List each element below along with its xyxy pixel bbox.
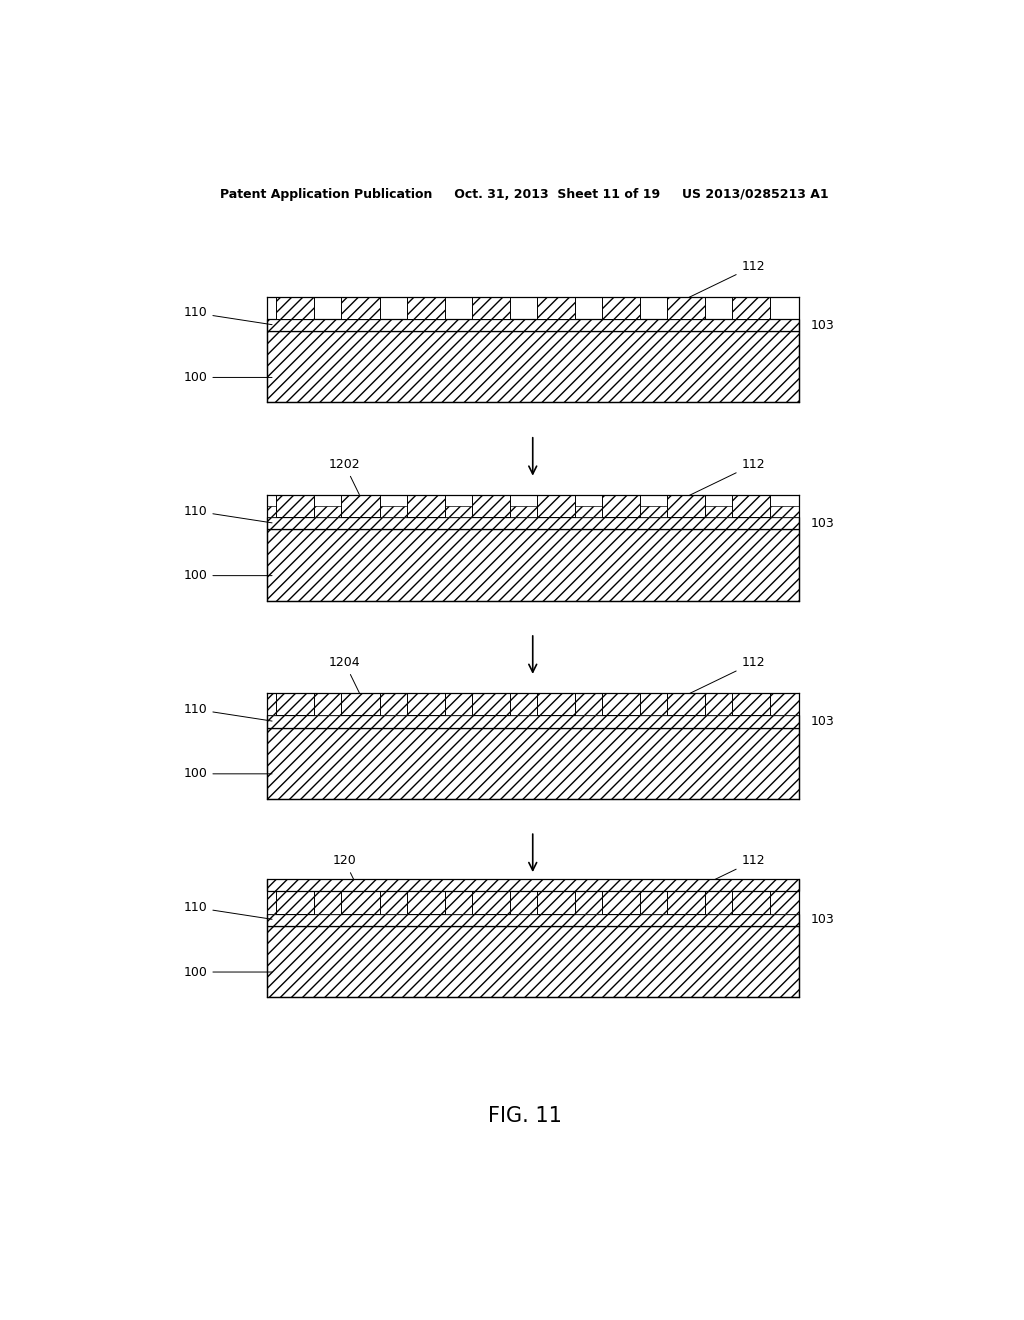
Bar [276,297,314,319]
Bar [602,495,640,517]
Bar [267,529,799,601]
Bar [267,913,799,925]
Text: 100: 100 [183,371,272,384]
Bar [602,891,640,913]
Text: 110: 110 [183,702,272,721]
Bar [444,693,472,715]
Text: 110: 110 [183,504,272,523]
Bar [267,891,276,913]
Text: 100: 100 [183,767,272,780]
Bar [574,891,602,913]
Text: 1202: 1202 [329,458,360,495]
Text: 100: 100 [183,569,272,582]
Bar [472,693,510,715]
Text: 112: 112 [688,260,765,297]
Text: 110: 110 [183,902,272,919]
Bar [732,297,770,319]
Bar [472,891,510,913]
Bar [510,506,537,517]
Bar [640,693,667,715]
Text: 1204: 1204 [329,656,360,693]
Bar [770,693,799,715]
Bar [407,495,444,517]
Bar [407,297,444,319]
Text: 103: 103 [811,318,835,331]
Text: 103: 103 [811,913,835,927]
Bar [705,693,732,715]
Bar [510,693,537,715]
Bar [276,693,314,715]
Bar [510,891,537,913]
Bar [314,506,341,517]
Bar [380,891,407,913]
Bar [341,495,380,517]
Bar [276,891,314,913]
Bar [770,506,799,517]
Bar [341,297,380,319]
Text: 112: 112 [688,854,765,892]
Bar [770,891,799,913]
Bar [267,506,276,517]
Bar [407,693,444,715]
Bar [267,331,799,403]
Text: FIG. 11: FIG. 11 [487,1106,562,1126]
Bar [267,925,799,997]
Text: 100: 100 [183,965,272,978]
Bar [444,506,472,517]
Bar [537,297,574,319]
Bar [276,495,314,517]
Bar [667,495,705,517]
Bar [380,693,407,715]
Bar [732,891,770,913]
Text: Patent Application Publication     Oct. 31, 2013  Sheet 11 of 19     US 2013/028: Patent Application Publication Oct. 31, … [220,189,829,202]
Text: 103: 103 [811,517,835,529]
Text: 112: 112 [688,458,765,496]
Bar [537,891,574,913]
Bar [705,891,732,913]
Bar [444,891,472,913]
Bar [472,495,510,517]
Bar [380,506,407,517]
Bar [667,297,705,319]
Bar [267,319,799,331]
Bar [267,715,799,727]
Bar [267,879,799,891]
Bar [705,506,732,517]
Bar [667,693,705,715]
Bar [341,891,380,913]
Text: 120: 120 [333,854,359,891]
Bar [267,727,799,799]
Bar [732,693,770,715]
Text: 112: 112 [688,656,765,694]
Bar [640,891,667,913]
Bar [640,506,667,517]
Bar [407,891,444,913]
Text: 110: 110 [183,306,272,325]
Bar [732,495,770,517]
Bar [537,693,574,715]
Bar [472,297,510,319]
Bar [602,297,640,319]
Bar [537,495,574,517]
Bar [574,693,602,715]
Bar [267,693,276,715]
Bar [267,517,799,529]
Text: 103: 103 [811,715,835,729]
Bar [314,693,341,715]
Bar [602,693,640,715]
Bar [314,891,341,913]
Bar [667,891,705,913]
Bar [574,506,602,517]
Bar [341,693,380,715]
